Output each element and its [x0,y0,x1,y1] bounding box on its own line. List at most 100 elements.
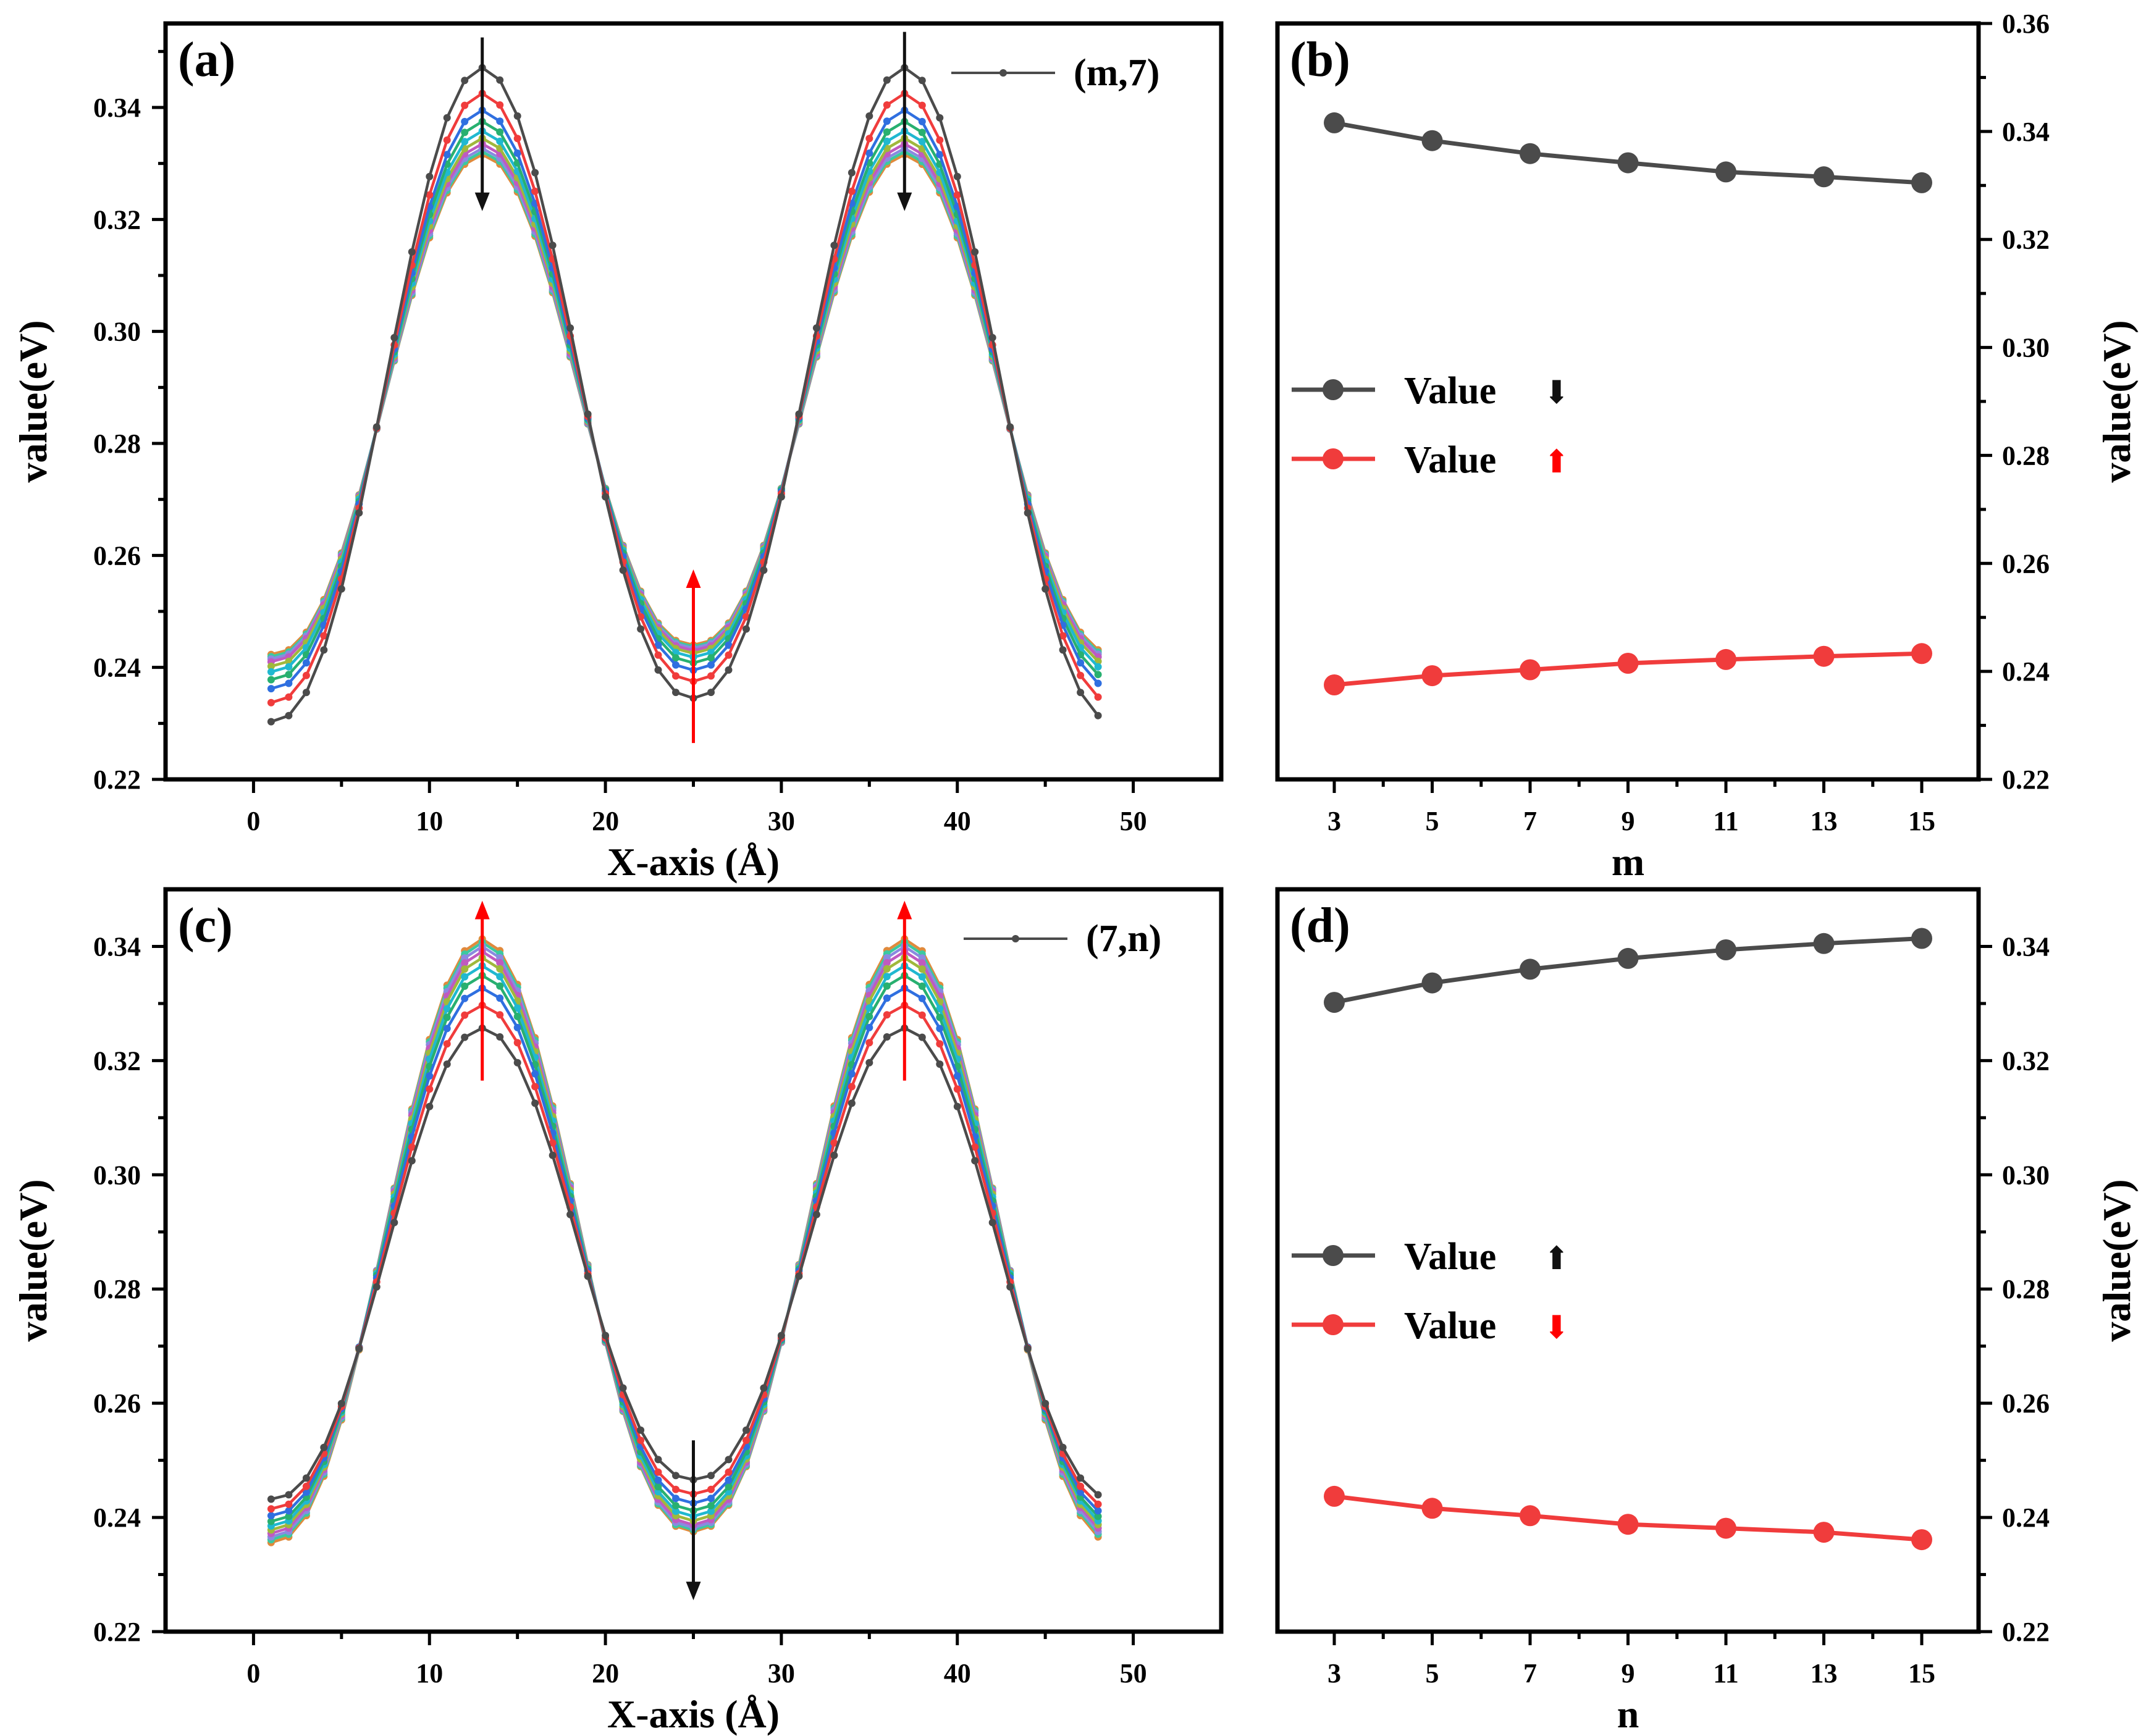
data-point [760,1384,768,1392]
data-point [918,138,926,146]
y-tick-label: 0.22 [93,1617,141,1647]
data-point [936,1005,944,1013]
data-point [1094,1512,1102,1520]
data-point [461,1033,469,1041]
series-line-m=19 [271,150,1100,658]
data-point [795,1272,803,1280]
data-point [584,410,592,418]
data-point [513,1013,521,1020]
legend-marker [1323,1314,1344,1335]
series-line-n=5 [271,1004,1100,1511]
data-point [602,493,610,501]
data-point [971,1143,979,1151]
y-tick-label: 0.22 [2002,765,2050,795]
data-point [1813,645,1835,667]
data-point [1024,1344,1032,1352]
data-point [883,965,891,973]
data-point [865,1039,873,1047]
data-point [936,1025,944,1033]
x-axis-label: m [1612,840,1644,884]
data-point [285,679,293,687]
x-axis-label: n [1617,1692,1639,1736]
data-point [865,112,873,120]
data-point [513,1004,521,1012]
data-point [531,169,539,177]
y-tick-label: 0.28 [2002,440,2050,471]
data-point [725,641,733,649]
data-point [883,958,891,967]
series-line-m=15 [271,142,1100,663]
data-point [443,1060,451,1068]
trend-arrow-head [686,569,701,588]
data-point [1094,663,1102,671]
y-axis-label: value(eV) [11,320,55,482]
data-point [953,1072,961,1080]
data-point [918,1033,926,1041]
data-point [672,689,679,697]
data-point [302,671,310,679]
data-point [848,187,856,195]
panel-label: (a) [178,33,235,87]
data-point [496,1033,504,1041]
data-point [865,1004,873,1012]
data-point [1421,1498,1443,1519]
data-point [707,1485,715,1493]
trend-arrow-head [897,192,912,211]
data-point [1421,665,1443,687]
data-point [672,1495,679,1503]
data-point [707,1495,715,1503]
series-line-n=17 [271,944,1100,1538]
data-point [883,128,891,136]
data-point [285,1512,293,1520]
y-tick-label: 0.28 [93,429,141,459]
data-point [496,137,504,145]
data-point [988,333,996,342]
series-line-m=7 [271,108,1100,690]
data-point [496,101,504,109]
data-point [285,1507,293,1515]
data-point [285,711,293,719]
data-point [267,676,275,684]
data-point [285,671,293,679]
series-line-m=17 [271,146,1100,661]
data-point [1077,1488,1085,1496]
data-point [267,1517,275,1525]
series-line-n=15 [271,950,1100,1535]
data-point [654,641,662,649]
data-point [936,114,944,122]
data-point [953,191,961,199]
panel-c: 0.22 0.24 0.26 0.28 0.30 0.32 0.34 0 10 20 30 40 50 X… [11,887,1224,1736]
data-point [1715,939,1736,960]
data-point [672,672,679,680]
data-point [883,76,891,84]
data-point [672,1502,679,1509]
x-axis-label: X-axis (Å) [607,1692,780,1736]
data-point [654,1476,662,1484]
data-point [848,169,856,177]
series-line-m=21 [271,153,1100,656]
data-point [426,1085,434,1093]
data-point [443,1005,451,1013]
x-tick-label: 0 [246,1658,260,1688]
data-point [390,333,398,342]
x-axis-label: X-axis (Å) [607,840,780,884]
legend-arrow-glyph: ⬆ [1543,445,1570,480]
data-point [654,1468,662,1476]
y-tick-label: 0.26 [2002,548,2050,579]
data-point [883,117,891,125]
data-point [672,654,679,662]
data-point [496,117,504,125]
x-tick-label: 5 [1426,1658,1439,1688]
data-point [426,191,434,199]
data-point [1617,653,1639,674]
legend-arrow-glyph: ⬆ [1543,1241,1570,1277]
data-point [795,410,803,418]
data-point [883,994,891,1002]
legend-label: (7,n) [1086,918,1161,960]
data-point [302,1474,310,1482]
data-point [1077,1482,1085,1490]
legend-label: Value [1404,370,1496,412]
data-point [531,187,539,195]
y-axis-label: value(eV) [11,1179,55,1341]
data-point [1094,711,1102,719]
